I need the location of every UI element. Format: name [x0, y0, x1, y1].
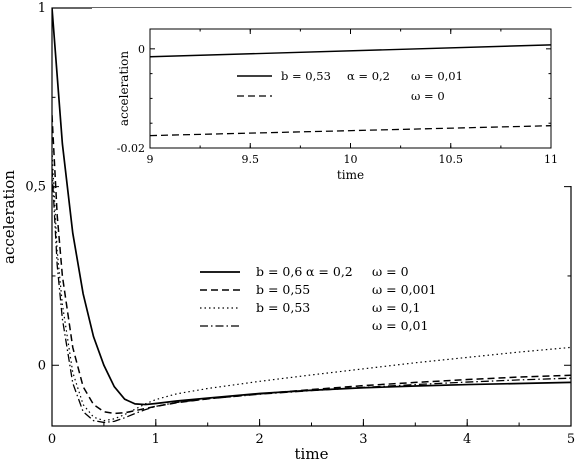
x-tick-label: 3 — [359, 432, 367, 447]
legend-b-label: b = 0,53 — [256, 300, 310, 315]
legend-b-label: b = 0,53 — [281, 69, 331, 83]
x-axis-label: time — [295, 445, 329, 463]
x-tick-label: 11 — [544, 153, 558, 166]
x-tick-label: 10.5 — [439, 153, 464, 166]
legend-b-label: b = 0,6 — [256, 264, 302, 279]
legend-omega-label: ω = 0,01 — [411, 69, 463, 83]
inset-plot: 9 9.5 10 10.5 11 -0.02 0 time acceleration b = 0,… — [117, 28, 558, 182]
x-tick-label: 4 — [463, 432, 471, 447]
series-line-dashdot — [52, 168, 571, 424]
y-tick-label: 1 — [38, 1, 46, 16]
legend-alpha-label: α = 0,2 — [347, 69, 390, 83]
series-line-solid — [150, 44, 551, 58]
y-axis-label: acceleration — [0, 170, 18, 264]
x-tick-label: 2 — [255, 432, 263, 447]
y-axis-label: acceleration — [117, 51, 131, 126]
series-line-dashed — [52, 115, 571, 415]
x-axis-label: time — [337, 168, 364, 182]
x-tick-label: 0 — [48, 432, 56, 447]
series-line-solid — [52, 8, 571, 406]
legend-omega-label: ω = 0 — [372, 264, 409, 279]
x-tick-label: 10 — [344, 153, 358, 166]
legend-omega-label: ω = 0,001 — [372, 282, 436, 297]
y-tick-label: -0.02 — [117, 142, 145, 155]
series-line-dashed — [150, 125, 551, 137]
legend-omega-label: ω = 0,01 — [372, 318, 428, 333]
x-tick-label: 5 — [567, 432, 575, 447]
y-tick-label: 0,5 — [25, 180, 46, 195]
y-tick-label: 0 — [138, 43, 145, 56]
y-tick-label: 0 — [38, 358, 46, 373]
x-tick-label: 9.5 — [242, 153, 260, 166]
legend-alpha-label: α = 0,2 — [306, 264, 353, 279]
x-tick-label: 9 — [147, 153, 154, 166]
legend-omega-label: ω = 0 — [411, 89, 445, 103]
inset-background — [92, 8, 578, 186]
legend-omega-label: ω = 0,1 — [372, 300, 421, 315]
legend-b-label: b = 0,55 — [256, 282, 310, 297]
series-line-dotted — [52, 150, 571, 422]
x-tick-label: 1 — [152, 432, 160, 447]
